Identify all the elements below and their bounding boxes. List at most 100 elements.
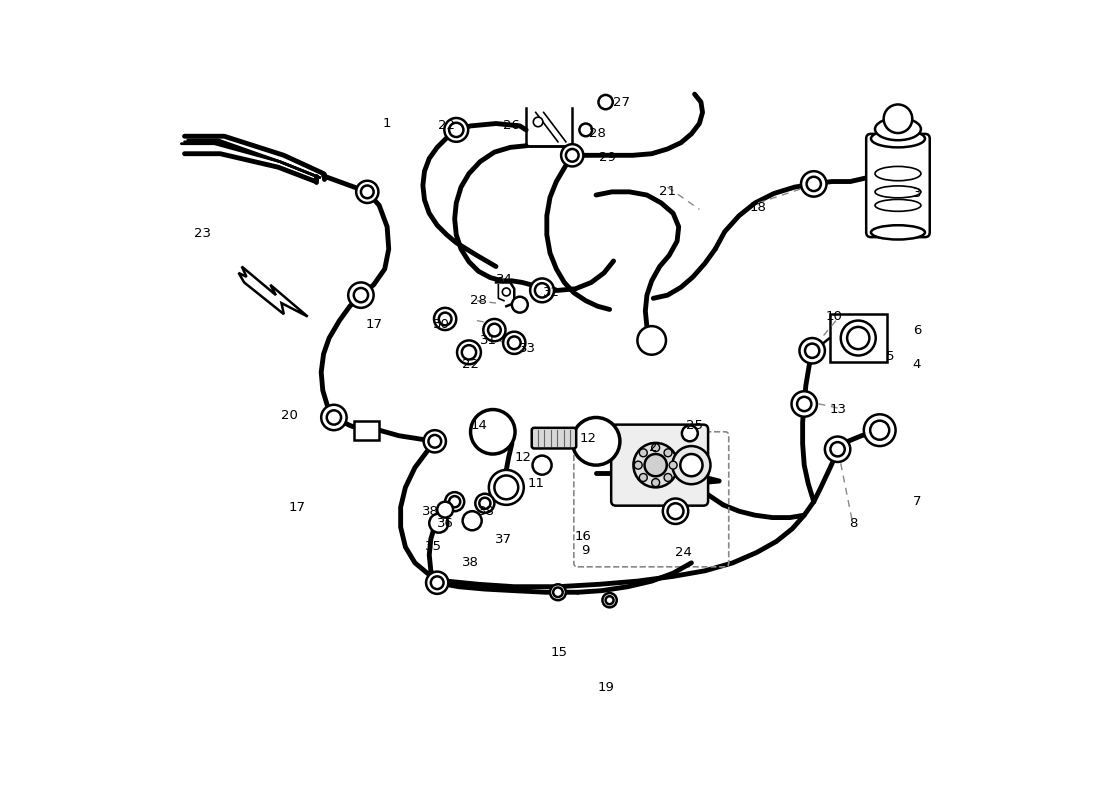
- Circle shape: [431, 576, 443, 589]
- Text: 10: 10: [826, 310, 843, 323]
- Circle shape: [494, 475, 518, 499]
- Text: 5: 5: [886, 350, 894, 363]
- Text: 1: 1: [383, 117, 392, 130]
- Circle shape: [682, 426, 697, 442]
- Circle shape: [806, 177, 821, 191]
- Circle shape: [449, 496, 460, 507]
- Text: 14: 14: [470, 419, 487, 432]
- Circle shape: [664, 449, 672, 457]
- Circle shape: [471, 410, 515, 454]
- Text: 12: 12: [580, 432, 596, 445]
- Text: 16: 16: [575, 530, 592, 543]
- Text: 31: 31: [480, 334, 496, 347]
- Text: 3: 3: [913, 187, 922, 200]
- Circle shape: [503, 332, 526, 354]
- Text: 36: 36: [437, 517, 453, 530]
- Circle shape: [635, 461, 642, 469]
- Circle shape: [565, 149, 579, 162]
- Text: 19: 19: [597, 681, 614, 694]
- Circle shape: [429, 435, 441, 448]
- Circle shape: [580, 123, 592, 136]
- Circle shape: [361, 186, 374, 198]
- FancyBboxPatch shape: [612, 425, 708, 506]
- Polygon shape: [239, 266, 308, 317]
- Text: 18: 18: [750, 202, 767, 214]
- Text: 28: 28: [590, 127, 606, 140]
- Circle shape: [864, 414, 895, 446]
- Circle shape: [446, 492, 464, 511]
- Circle shape: [603, 594, 616, 606]
- Circle shape: [508, 337, 520, 349]
- Text: 24: 24: [675, 546, 692, 559]
- Ellipse shape: [874, 166, 921, 181]
- Ellipse shape: [871, 226, 925, 239]
- Text: 17: 17: [365, 318, 382, 331]
- Text: 4: 4: [913, 358, 921, 370]
- Text: 34: 34: [495, 273, 513, 286]
- Circle shape: [535, 283, 549, 298]
- Text: 11: 11: [527, 477, 544, 490]
- Circle shape: [424, 430, 446, 453]
- Circle shape: [426, 571, 449, 594]
- Circle shape: [830, 442, 845, 457]
- FancyBboxPatch shape: [531, 428, 576, 449]
- Circle shape: [321, 405, 346, 430]
- Circle shape: [805, 343, 820, 358]
- Circle shape: [530, 278, 554, 302]
- Circle shape: [598, 95, 613, 110]
- Circle shape: [606, 596, 614, 604]
- Circle shape: [532, 456, 551, 474]
- Circle shape: [327, 410, 341, 425]
- Text: 15: 15: [551, 646, 568, 659]
- Circle shape: [792, 391, 817, 417]
- Text: 13: 13: [829, 403, 846, 416]
- Circle shape: [639, 474, 647, 482]
- Text: 28: 28: [470, 294, 487, 307]
- Circle shape: [429, 514, 449, 533]
- Circle shape: [668, 503, 683, 519]
- Text: 21: 21: [659, 186, 676, 198]
- Circle shape: [651, 444, 660, 452]
- Circle shape: [488, 470, 524, 505]
- Text: 17: 17: [289, 501, 306, 514]
- Text: 26: 26: [504, 119, 520, 133]
- Circle shape: [672, 446, 711, 484]
- Circle shape: [840, 321, 876, 355]
- Circle shape: [825, 437, 850, 462]
- Text: 32: 32: [543, 286, 560, 299]
- Circle shape: [503, 288, 510, 296]
- Circle shape: [458, 341, 481, 364]
- Circle shape: [449, 122, 463, 137]
- Circle shape: [488, 324, 501, 337]
- Text: 22: 22: [462, 358, 480, 370]
- FancyBboxPatch shape: [829, 314, 887, 362]
- FancyBboxPatch shape: [354, 421, 379, 440]
- Ellipse shape: [874, 199, 921, 211]
- Circle shape: [437, 502, 453, 518]
- Circle shape: [354, 288, 368, 302]
- Circle shape: [534, 117, 543, 126]
- Circle shape: [870, 421, 889, 440]
- Text: 37: 37: [495, 533, 513, 546]
- Text: 30: 30: [432, 318, 450, 331]
- Text: 25: 25: [686, 419, 703, 432]
- Circle shape: [572, 418, 620, 465]
- FancyBboxPatch shape: [866, 134, 930, 237]
- Circle shape: [439, 313, 451, 326]
- Text: 38: 38: [422, 505, 439, 518]
- Text: 2: 2: [649, 441, 658, 454]
- Text: 27: 27: [613, 95, 630, 109]
- Circle shape: [483, 319, 506, 342]
- Circle shape: [480, 498, 491, 509]
- Text: 22: 22: [438, 119, 455, 133]
- Text: 12: 12: [515, 450, 531, 464]
- Circle shape: [444, 118, 469, 142]
- Circle shape: [645, 454, 667, 476]
- Circle shape: [801, 171, 826, 197]
- Circle shape: [663, 498, 689, 524]
- Circle shape: [680, 454, 703, 476]
- Circle shape: [800, 338, 825, 363]
- Text: 38: 38: [462, 556, 478, 570]
- Circle shape: [639, 449, 647, 457]
- Circle shape: [664, 474, 672, 482]
